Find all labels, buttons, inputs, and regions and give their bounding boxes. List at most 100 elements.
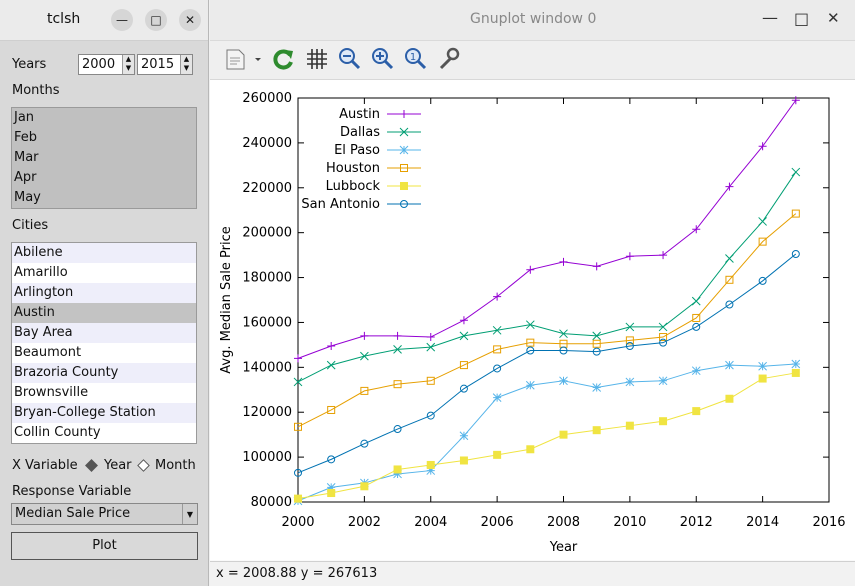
zoom-in-icon[interactable] xyxy=(370,46,396,72)
replot-icon[interactable] xyxy=(270,46,296,72)
x-axis-label: Year xyxy=(549,540,578,555)
x-tick-label: 2002 xyxy=(348,515,381,530)
data-point xyxy=(791,249,800,258)
x-tick-label: 2004 xyxy=(414,515,447,530)
maximize-icon[interactable]: □ xyxy=(145,9,167,31)
city-item[interactable]: Beaumont xyxy=(12,343,196,363)
x-tick-label: 2016 xyxy=(812,515,845,530)
x-tick-label: 2008 xyxy=(547,515,580,530)
data-point xyxy=(725,360,734,370)
gnuplot-titlebar[interactable]: Gnuplot window 0 — □ ✕ xyxy=(210,0,855,41)
legend-label: El Paso xyxy=(334,143,380,158)
data-point xyxy=(426,466,436,475)
data-point xyxy=(327,489,336,498)
cities-listbox[interactable]: Abilene Amarillo Arlington Austin Bay Area Be… xyxy=(11,242,197,444)
month-item[interactable]: Jan xyxy=(14,110,35,125)
data-point xyxy=(659,333,668,342)
window-title: tclsh xyxy=(47,11,81,27)
data-point xyxy=(559,376,568,386)
radio-month[interactable] xyxy=(137,459,150,472)
y-tick-label: 240000 xyxy=(242,136,292,151)
minimize-icon[interactable]: — xyxy=(762,8,778,27)
city-item[interactable]: Abilene xyxy=(12,243,196,263)
y-tick-label: 220000 xyxy=(242,181,292,196)
minimize-icon[interactable]: — xyxy=(111,9,133,31)
data-point xyxy=(758,361,767,371)
plot-border xyxy=(297,97,830,503)
city-item[interactable]: Bryan-College Station xyxy=(12,403,196,423)
year-from-spinbox[interactable]: 2000 ▲ ▼ xyxy=(78,54,135,75)
close-icon[interactable]: ✕ xyxy=(827,9,840,27)
month-item[interactable]: May xyxy=(14,190,41,205)
close-icon[interactable]: ✕ xyxy=(179,9,201,31)
data-point xyxy=(692,322,701,331)
data-point xyxy=(559,346,568,355)
x-tick-label: 2012 xyxy=(680,515,713,530)
data-point xyxy=(725,182,734,191)
city-item[interactable]: Bay Area xyxy=(12,323,196,343)
year-to-spinbox[interactable]: 2015 ▲ ▼ xyxy=(137,54,193,75)
data-point xyxy=(625,252,634,261)
zoom-out-icon[interactable] xyxy=(337,46,363,72)
data-point xyxy=(393,425,402,434)
data-point xyxy=(559,430,568,439)
grid-icon[interactable] xyxy=(304,46,330,72)
data-point xyxy=(625,336,634,345)
tclsh-titlebar[interactable]: tclsh — □ ✕ xyxy=(0,0,208,41)
data-point xyxy=(492,393,502,402)
city-item[interactable]: Brazoria County xyxy=(12,363,196,383)
zoom-reset-icon[interactable]: 1 xyxy=(403,46,429,72)
data-point xyxy=(659,251,668,260)
y-tick-label: 100000 xyxy=(242,450,292,465)
data-point xyxy=(393,380,402,389)
data-point xyxy=(559,329,568,339)
radio-year[interactable] xyxy=(85,459,98,472)
settings-wrench-icon[interactable] xyxy=(436,46,462,72)
data-point xyxy=(360,351,369,361)
data-point xyxy=(360,331,369,340)
data-point xyxy=(393,345,402,354)
window-title: Gnuplot window 0 xyxy=(470,11,597,27)
plot-button[interactable]: Plot xyxy=(11,532,198,560)
data-point xyxy=(625,377,635,387)
legend-label: Dallas xyxy=(340,125,380,140)
x-tick-label: 2006 xyxy=(481,515,514,530)
data-point xyxy=(493,345,502,354)
legend-marker xyxy=(400,182,408,190)
city-item[interactable]: Collin County xyxy=(12,423,196,443)
data-point xyxy=(393,469,402,479)
maximize-icon[interactable]: □ xyxy=(794,9,810,28)
data-point xyxy=(758,374,767,383)
response-variable-combobox[interactable]: Median Sale Price ▼ xyxy=(11,503,198,525)
city-item[interactable]: Austin xyxy=(12,303,196,323)
spin-arrows-icon[interactable]: ▲ ▼ xyxy=(180,55,192,74)
month-item[interactable]: Feb xyxy=(14,130,38,145)
plot-canvas[interactable]: 80000 100000 120000 140000 160000 180000 20000… xyxy=(210,80,855,560)
radio-year-label[interactable]: Year xyxy=(104,458,132,473)
month-item[interactable]: Mar xyxy=(14,150,39,165)
series-line xyxy=(297,253,797,474)
city-item[interactable]: Arlington xyxy=(12,283,196,303)
city-item[interactable]: Amarillo xyxy=(12,263,196,283)
gnuplot-window: Gnuplot window 0 — □ ✕ 1 xyxy=(210,0,855,586)
legend-marker xyxy=(399,127,409,137)
data-point xyxy=(294,468,302,477)
dropdown-arrow-icon[interactable]: ▼ xyxy=(182,504,197,524)
y-tick-label: 160000 xyxy=(242,315,292,330)
data-point xyxy=(493,292,502,301)
y-tick-label: 200000 xyxy=(242,226,292,241)
month-item[interactable]: Apr xyxy=(14,170,37,185)
city-item[interactable]: Brownsville xyxy=(12,383,196,403)
radio-month-label[interactable]: Month xyxy=(155,458,196,473)
series-line xyxy=(297,99,797,359)
data-point xyxy=(327,405,336,414)
data-point xyxy=(625,421,634,430)
data-point xyxy=(459,384,468,393)
months-listbox[interactable]: Jan Feb Mar Apr May xyxy=(11,107,197,209)
spin-arrows-icon[interactable]: ▲ ▼ xyxy=(122,55,134,74)
legend-marker xyxy=(400,164,408,172)
data-point xyxy=(659,338,668,347)
data-point xyxy=(692,407,701,416)
export-icon[interactable] xyxy=(224,46,264,72)
data-point xyxy=(525,380,535,390)
